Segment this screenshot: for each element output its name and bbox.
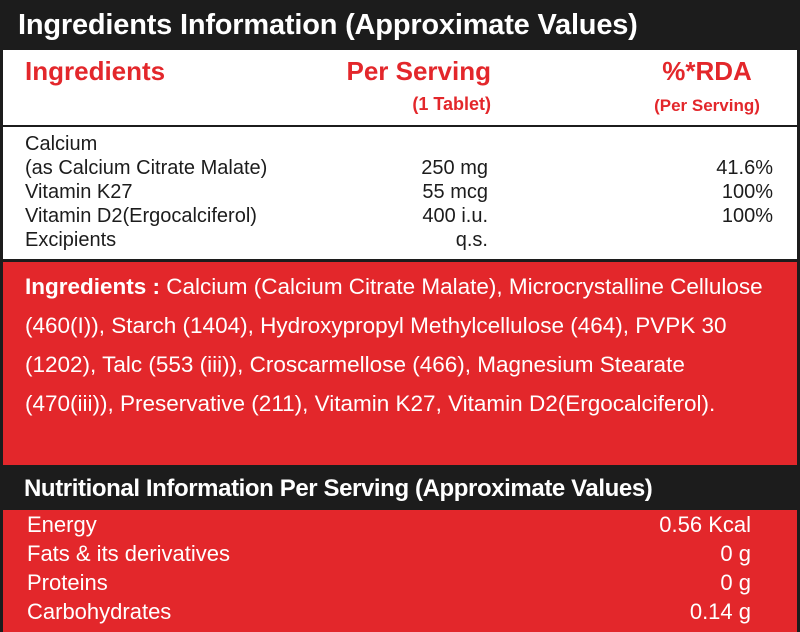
column-subtitle: (Per Serving) [654, 96, 760, 115]
column-title: Ingredients [25, 56, 166, 86]
section-title: Nutritional Information Per Serving (App… [0, 468, 800, 510]
amount: 400 i.u. [422, 205, 488, 227]
ingredient-name: Calcium [25, 133, 98, 155]
ingredients-label: Ingredients : [25, 274, 161, 299]
amount: 55 mcg [422, 181, 488, 203]
ingredients-text: Calcium (Calcium Citrate Malate), Microc… [25, 274, 763, 416]
ingredient-name-cell: Vitamin D2(Ergocalciferol) [25, 204, 405, 228]
amount: q.s. [455, 229, 488, 251]
nutrition-row: Fats & its derivatives 0 g [27, 539, 751, 568]
nutrition-row: Proteins 0 g [27, 568, 751, 597]
nutrient-value: 0.14 g [689, 599, 751, 624]
amount: 250 mg [421, 157, 488, 179]
ingredient-name: Excipients [25, 229, 117, 251]
ingredient-name: (as Calcium Citrate Malate) [25, 157, 268, 179]
table-row: Vitamin D2(Ergocalciferol) 400 i.u. 100% [25, 204, 773, 228]
nutrient-name: Proteins [27, 570, 108, 595]
rda: 100% [721, 181, 773, 203]
nutrient-value: 0 g [720, 541, 751, 566]
nutrient-name: Carbohydrates [27, 599, 172, 624]
rda: 41.6% [716, 157, 773, 179]
nutrient-value: 0 g [720, 570, 751, 595]
ingredient-name: Vitamin K27 [25, 181, 133, 203]
column-title: Per Serving [346, 56, 491, 86]
nutrition-table: Energy 0.56 Kcal Fats & its derivatives 0 g… [0, 510, 800, 632]
nutrition-row: Carbohydrates 0.14 g [27, 597, 751, 626]
ingredient-name-cell: Calcium (as Calcium Citrate Malate) [25, 132, 405, 180]
ingredient-name-cell: Excipients [25, 228, 405, 252]
nutrient-name: Energy [27, 512, 97, 537]
ingredient-name-cell: Vitamin K27 [25, 180, 405, 204]
rda: 100% [721, 205, 773, 227]
ingredients-table: Ingredients Per Serving (1 Tablet) %*RDA (Pe… [0, 50, 800, 262]
column-subtitle: (1 Tablet) [412, 94, 491, 114]
column-title: %*RDA [662, 56, 752, 86]
nutrient-name: Fats & its derivatives [27, 541, 230, 566]
table-row: Calcium (as Calcium Citrate Malate) 250 mg… [25, 132, 773, 180]
ingredients-list: Ingredients : Calcium (Calcium Citrate M… [0, 262, 800, 468]
table-row: Vitamin K27 55 mcg 100% [25, 180, 773, 204]
table-header: Ingredients Per Serving (1 Tablet) %*RDA (Pe… [3, 50, 797, 127]
table-row: Excipients q.s. [25, 228, 773, 252]
nutrition-row: Energy 0.56 Kcal [27, 510, 751, 539]
ingredient-name: Vitamin D2(Ergocalciferol) [25, 205, 257, 227]
table-body: Calcium (as Calcium Citrate Malate) 250 mg… [25, 132, 773, 252]
nutrient-value: 0.56 Kcal [659, 512, 751, 537]
section-title: Ingredients Information (Approximate Val… [0, 0, 800, 50]
